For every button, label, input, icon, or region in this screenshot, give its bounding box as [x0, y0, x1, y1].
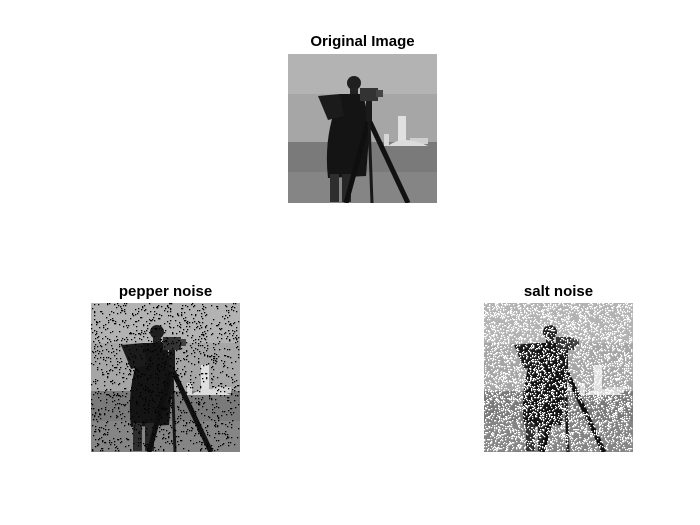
- original-image-panel: Original Image: [288, 32, 437, 203]
- cameraman-scene: [288, 54, 437, 203]
- salt-noise-title: salt noise: [523, 283, 594, 300]
- original-image-title: Original Image: [310, 33, 415, 50]
- salt-noise-panel: salt noise: [484, 282, 633, 452]
- original-image: [288, 54, 437, 203]
- pepper-noise-image: [91, 303, 240, 452]
- pepper-noise-layer: [91, 303, 240, 452]
- pepper-noise-panel: pepper noise: [91, 282, 240, 452]
- salt-noise-image: [484, 303, 633, 452]
- pepper-noise-title: pepper noise: [118, 283, 213, 300]
- salt-noise-layer: [484, 303, 633, 452]
